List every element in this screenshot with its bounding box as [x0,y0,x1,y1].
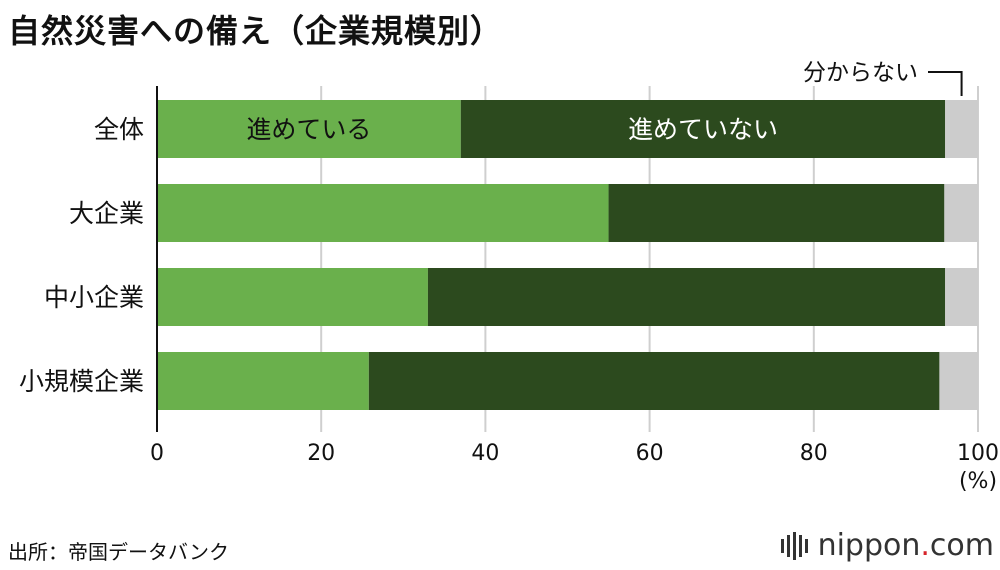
bar-segment [608,184,945,242]
bar-segment [945,268,978,326]
category-label: 小規模企業 [19,367,144,396]
bar-segment [945,100,978,158]
bar-segment [460,100,946,158]
x-tick-label: 20 [307,441,335,466]
category-label: 中小企業 [44,283,144,312]
bar-segment [157,352,369,410]
bar-segment [368,352,940,410]
logo-tld: com [929,528,994,563]
x-unit-label: (%) [959,469,997,494]
bar-segment [944,184,978,242]
chart-title: 自然災害への備え（企業規模別） [8,12,504,50]
bar-segment [157,184,609,242]
x-tick-label: 40 [471,441,499,466]
x-tick-label: 100 [957,441,999,466]
series-label: 進めていない [628,115,778,144]
series-label: 分からない [803,60,918,86]
bar-segment [427,268,946,326]
bar-segment [157,268,428,326]
bar-segment [157,100,461,158]
x-tick-label: 80 [800,441,828,466]
x-tick-label: 0 [150,441,164,466]
bar-segment [939,352,978,410]
logo-name: nippon [817,528,921,563]
x-tick-label: 60 [636,441,664,466]
callout-line [928,71,963,96]
logo-mark-icon [780,531,808,560]
category-label: 全体 [94,115,144,144]
source-note: 出所：帝国データバンク [8,540,229,564]
category-label: 大企業 [69,199,144,228]
logo-dot: . [920,528,930,563]
nippon-logo: nippon. com [780,528,994,563]
series-label: 進めている [246,115,371,144]
